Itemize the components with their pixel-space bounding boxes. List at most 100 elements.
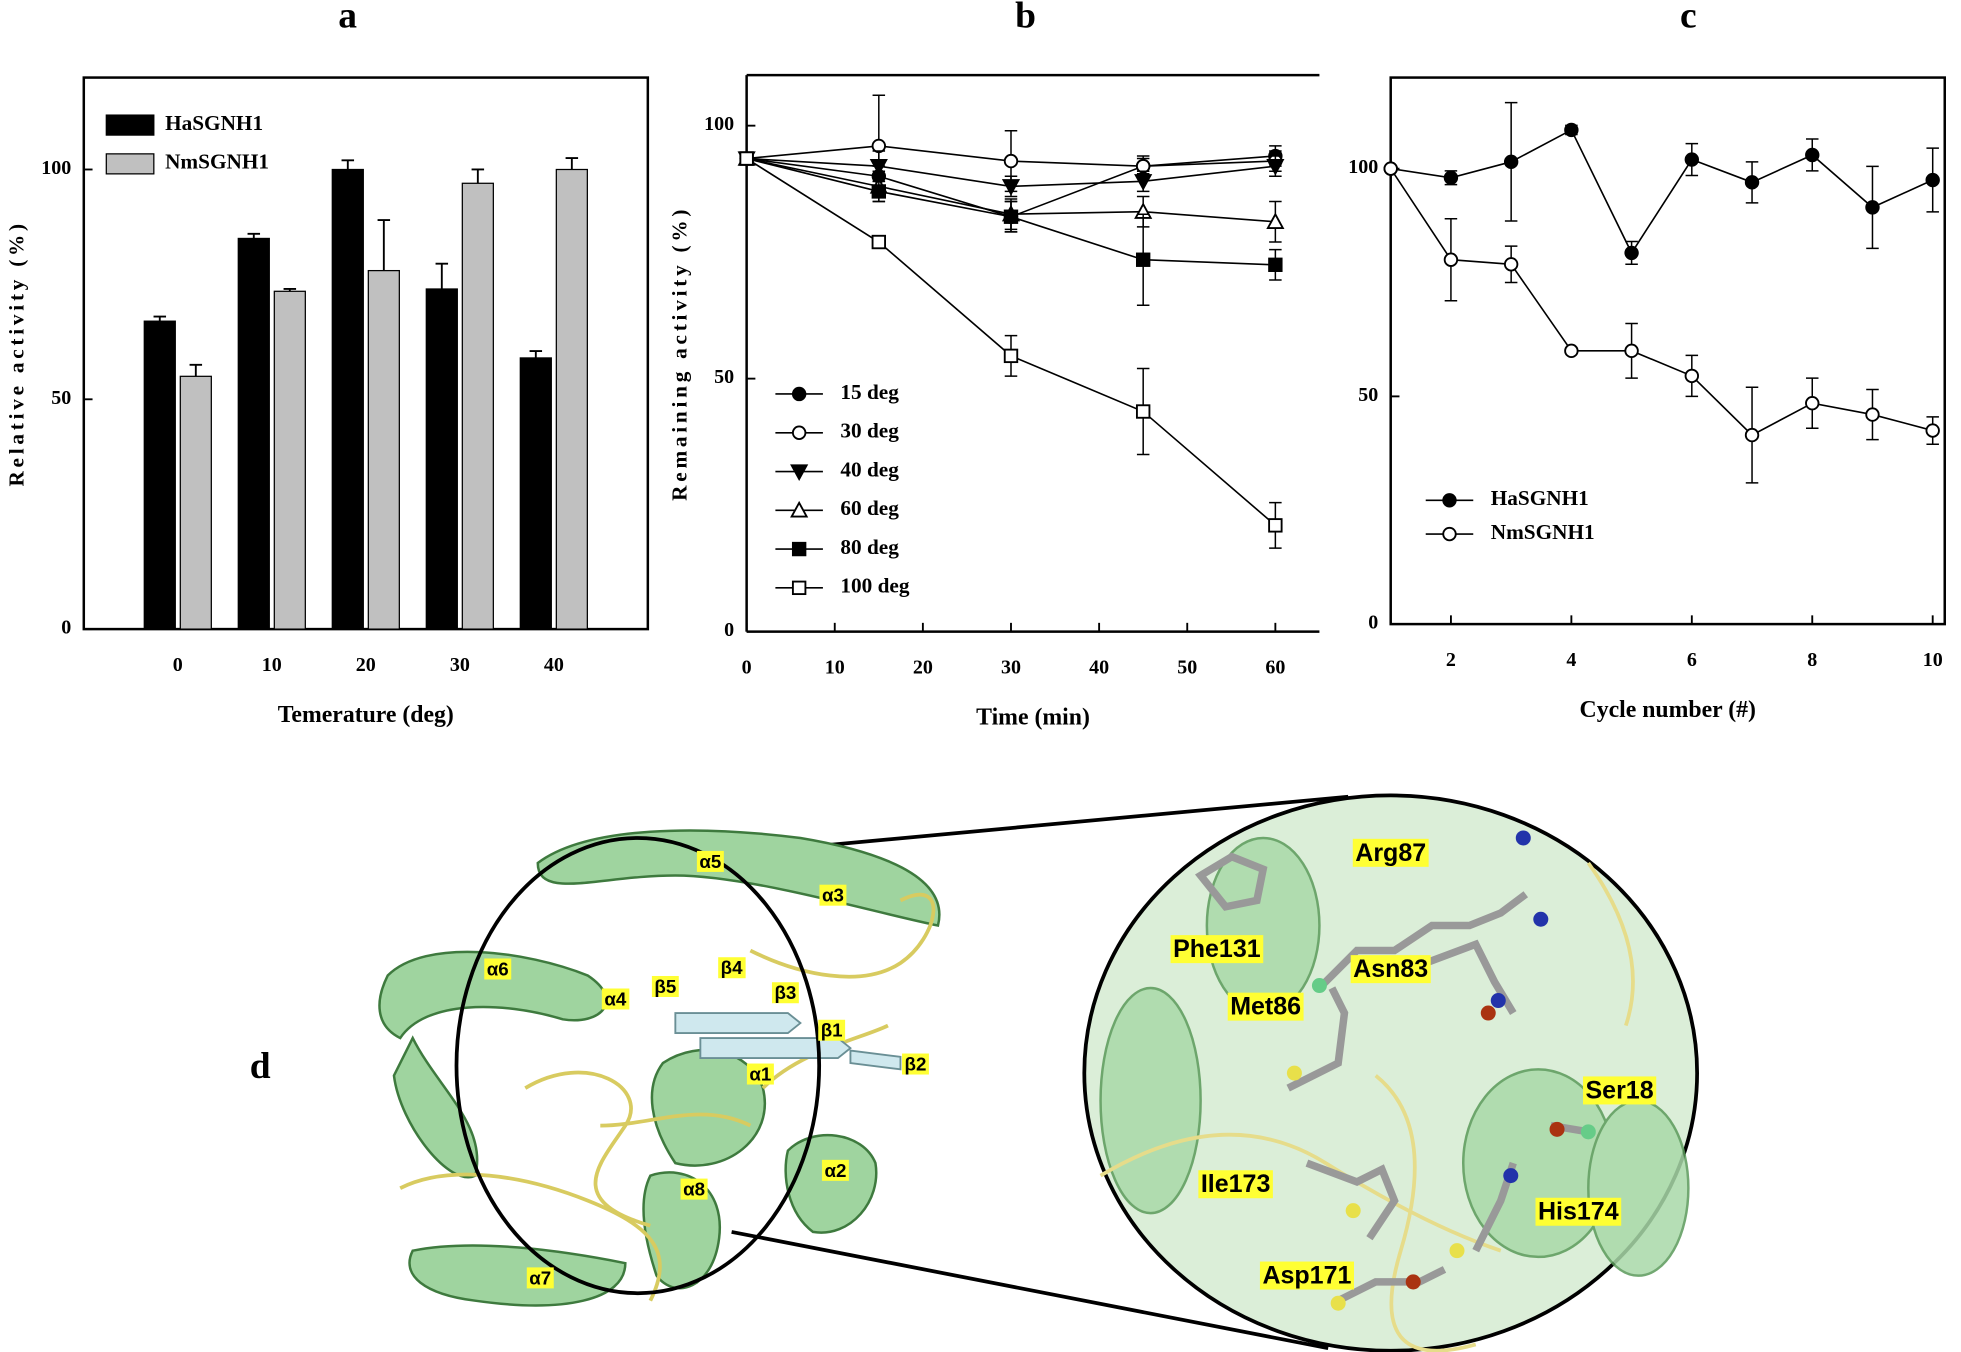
structure-label: α5 xyxy=(699,851,721,872)
x-tick-label: 6 xyxy=(1687,649,1697,671)
legend-marker xyxy=(790,464,809,481)
marker xyxy=(1684,152,1700,167)
marker xyxy=(1865,407,1880,422)
marker xyxy=(1134,174,1153,191)
label-background xyxy=(771,982,799,1004)
marker xyxy=(1135,404,1151,419)
label-background xyxy=(902,1053,929,1075)
structure-label: β2 xyxy=(905,1054,927,1075)
label-background xyxy=(1583,1076,1657,1105)
marker xyxy=(1684,368,1700,384)
marker xyxy=(1805,396,1820,411)
structure-label: α8 xyxy=(683,1179,705,1200)
legend-label: HaSGNH1 xyxy=(165,111,263,135)
label-background xyxy=(746,1063,774,1085)
panel-title: d xyxy=(250,1046,271,1087)
legend-label: HaSGNH1 xyxy=(1491,486,1589,510)
marker xyxy=(739,151,754,166)
marker xyxy=(1266,158,1285,176)
error-bar xyxy=(153,315,167,322)
plot-frame xyxy=(82,76,650,631)
x-tick-label: 10 xyxy=(262,654,282,676)
x-axis-label: Time (min) xyxy=(976,705,1090,731)
label-background xyxy=(1350,955,1431,984)
zoom-atoms xyxy=(1286,830,1596,1311)
zoom-loops xyxy=(1099,861,1635,1352)
overview-sheets xyxy=(674,1012,902,1071)
y-tick-label: 0 xyxy=(61,617,71,639)
label-background xyxy=(1259,1261,1354,1290)
marker xyxy=(1135,252,1151,267)
legend-marker xyxy=(791,425,807,440)
error-bar xyxy=(471,168,485,184)
marker xyxy=(1266,212,1285,229)
structure-label: Phe131 xyxy=(1173,935,1261,963)
marker xyxy=(1003,209,1019,224)
marker xyxy=(1564,343,1579,359)
x-axis-label: Cycle number (#) xyxy=(1580,697,1756,723)
marker xyxy=(1443,170,1459,185)
y-tick-label: 0 xyxy=(724,619,734,641)
marker xyxy=(1383,161,1398,176)
marker xyxy=(1925,423,1940,438)
structure-label: α1 xyxy=(749,1064,771,1085)
bar xyxy=(367,269,400,630)
bar xyxy=(425,288,458,630)
zoom-helices xyxy=(1099,836,1690,1277)
y-tick-label: 100 xyxy=(704,113,734,135)
error-bar xyxy=(565,157,579,170)
marker xyxy=(1744,175,1760,190)
marker xyxy=(1268,518,1283,533)
legend-marker xyxy=(790,500,809,518)
line xyxy=(1390,128,1934,255)
bar xyxy=(179,375,212,630)
marker xyxy=(1865,200,1880,215)
marker xyxy=(1925,172,1940,188)
marker xyxy=(1268,257,1283,272)
legend-marker xyxy=(791,386,807,402)
label-background xyxy=(696,850,724,872)
x-tick-label: 50 xyxy=(1177,657,1197,679)
marker xyxy=(1001,179,1021,196)
structure-label: Met86 xyxy=(1230,993,1301,1021)
x-axis-label: Temerature (deg) xyxy=(278,702,454,728)
legend-label: 100 deg xyxy=(840,574,909,598)
bar xyxy=(143,320,176,630)
legend-marker xyxy=(1442,493,1457,508)
legend-label: 80 deg xyxy=(840,535,899,559)
structure-label: β1 xyxy=(821,1020,843,1041)
marker xyxy=(871,184,887,199)
legend-marker xyxy=(791,580,807,596)
x-tick-label: 0 xyxy=(173,654,183,676)
bar xyxy=(331,168,364,630)
marker xyxy=(1564,122,1579,138)
legend-swatch xyxy=(105,153,155,175)
error-bar xyxy=(341,159,355,170)
x-tick-label: 40 xyxy=(1089,657,1109,679)
marker xyxy=(871,234,887,250)
marker xyxy=(1503,257,1519,272)
marker xyxy=(1003,153,1019,169)
panel-title: b xyxy=(1015,0,1036,36)
marker xyxy=(869,158,888,176)
legend-label: 15 deg xyxy=(840,380,899,404)
label-background xyxy=(1227,992,1304,1021)
x-tick-label: 20 xyxy=(913,657,933,679)
y-tick-label: 50 xyxy=(51,387,71,409)
label-background xyxy=(680,1178,708,1200)
x-tick-label: 40 xyxy=(544,654,564,676)
error-bar xyxy=(189,363,203,377)
x-tick-label: 2 xyxy=(1446,649,1456,671)
x-tick-label: 0 xyxy=(742,657,752,679)
plot-frame xyxy=(1389,76,1946,626)
x-tick-label: 60 xyxy=(1265,657,1285,679)
structure-label: Asn83 xyxy=(1353,955,1428,983)
line xyxy=(1390,168,1933,437)
label-background xyxy=(819,884,847,906)
label-background xyxy=(1352,838,1429,867)
marker xyxy=(1805,147,1820,163)
label-background xyxy=(818,1019,846,1041)
marker xyxy=(1003,348,1019,364)
error-bar xyxy=(283,288,297,292)
legend-label: 30 deg xyxy=(840,419,899,443)
